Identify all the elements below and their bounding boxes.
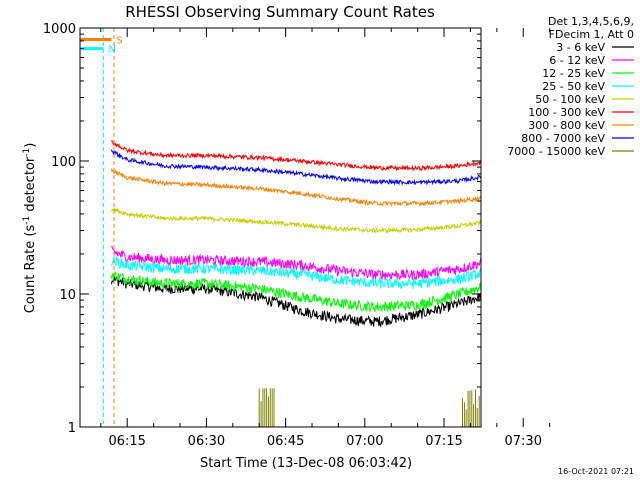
series-layer [110,139,549,427]
series-line-25-50-kev [111,255,481,290]
series-line-100-300-kev [110,139,481,173]
x-tick-label: 07:30 [505,434,542,449]
flag-label: S [116,35,122,46]
legend-label: 25 - 50 keV [542,80,605,93]
footer-timestamp: 16-Oct-2021 07:21 [558,467,634,476]
x-tick-label: 07:00 [346,434,383,449]
legend-label: 100 - 300 keV [528,106,605,119]
plot-frame [79,27,482,428]
legend-label: 6 - 12 keV [549,54,605,67]
flag-label: N [108,45,115,56]
legend-label: 12 - 25 keV [542,67,605,80]
series-line-12-25-kev [110,270,481,312]
legend-label: 3 - 6 keV [556,41,605,54]
x-axis: 06:15 06:30 06:45 07:00 07:15 07:30 [100,28,551,449]
legend-label: 7000 - 15000 keV [507,145,605,158]
y-tick-label: 1 [68,421,76,436]
legend-label: 800 - 7000 keV [521,132,605,145]
series-dropout [516,384,549,427]
y-tick-label: 100 [51,155,76,170]
legend-header-line-1: Det 1,3,4,5,6,9, [548,15,634,28]
y-tick-label: 10 [59,288,76,303]
series-line-6-12-kev [111,245,481,281]
series-line-800-7000-kev [110,149,481,186]
y-axis: 1 10 100 1000 [43,22,481,436]
legend-label: 300 - 800 keV [528,119,605,132]
x-tick-label: 06:15 [108,434,145,449]
legend: Det 1,3,4,5,6,9, FDecim 1, Att 0 3 - 6 k… [507,15,634,158]
marker-layer [80,28,115,427]
x-tick-label: 07:15 [425,434,462,449]
series-line-3-6-kev [110,276,481,328]
legend-label: 50 - 100 keV [535,93,605,106]
chart-title: RHESSI Observing Summary Count Rates [125,3,435,21]
series-dropout [514,382,549,427]
x-axis-label: Start Time (13-Dec-08 06:03:42) [200,456,412,471]
x-tick-label: 06:30 [188,434,225,449]
y-axis-label: Count Rate (s-1 detector-1) [22,143,38,314]
y-tick-label: 1000 [43,22,76,37]
series-line-50-100-kev [111,206,481,234]
x-tick-label: 06:45 [267,434,304,449]
series-line-7000-15000-kev [258,388,481,427]
series-line-300-800-kev [110,168,481,208]
legend-header-line-2: FDecim 1, Att 0 [549,28,634,41]
